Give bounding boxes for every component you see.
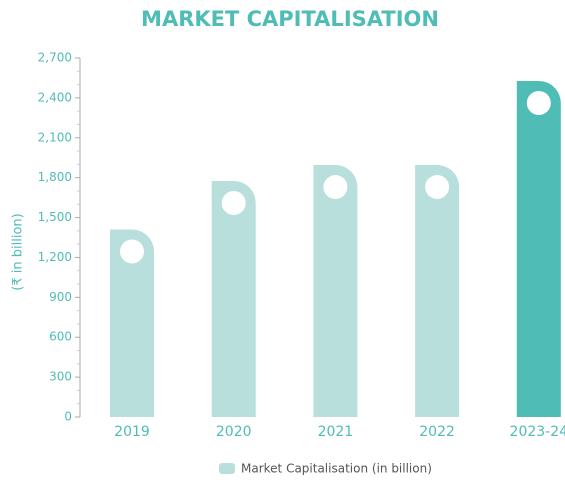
- bar: [110, 229, 154, 417]
- x-tick-label: 2022: [419, 424, 455, 440]
- bar-marker: [526, 91, 551, 116]
- bar-marker: [221, 190, 246, 215]
- bar: [313, 165, 358, 417]
- bar-marker: [425, 175, 450, 200]
- chart-title: MARKET CAPITALISATION: [141, 7, 439, 31]
- y-tick-label: 900: [49, 290, 72, 304]
- y-tick-label: 1,800: [38, 170, 72, 184]
- bar-marker: [323, 175, 348, 200]
- y-tick-label: 2,100: [38, 130, 72, 144]
- x-tick-label: 2020: [216, 424, 252, 440]
- bar: [415, 165, 460, 417]
- legend-label: Market Capitalisation (in billion): [241, 462, 432, 476]
- y-tick-label: 1,500: [38, 210, 72, 224]
- y-tick-label: 2,400: [38, 90, 72, 104]
- y-tick-label: 2,700: [38, 51, 72, 65]
- bar: [211, 180, 256, 417]
- y-tick-label: 300: [49, 370, 72, 384]
- x-tick-label: 2023-24: [510, 424, 565, 440]
- y-tick-label: 1,200: [38, 250, 72, 264]
- bar: [516, 81, 561, 417]
- x-tick-label: 2019: [114, 424, 150, 440]
- y-tick-label: 600: [49, 330, 72, 344]
- y-tick-label: 0: [64, 410, 72, 424]
- bar-marker: [120, 239, 144, 264]
- y-axis-label: (₹ in billion): [11, 213, 26, 290]
- legend-swatch: [219, 463, 235, 474]
- x-tick-label: 2021: [318, 424, 354, 440]
